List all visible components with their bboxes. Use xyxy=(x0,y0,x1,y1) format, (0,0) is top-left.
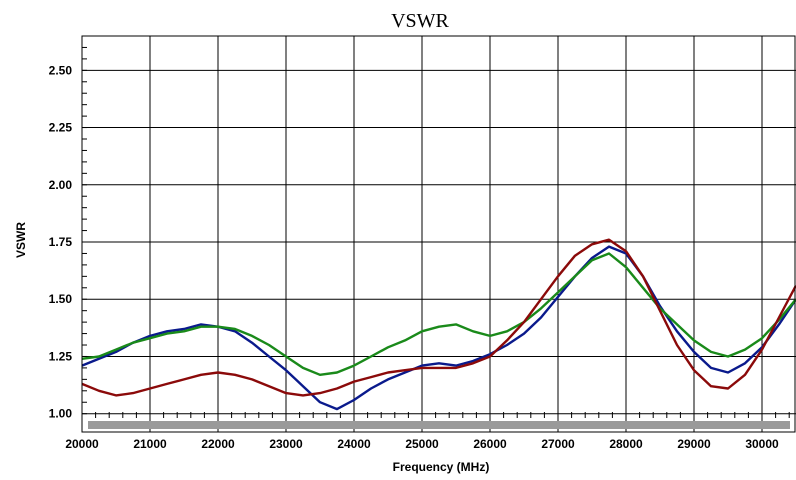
scrollbar-track[interactable] xyxy=(88,421,790,429)
series-line-1 xyxy=(81,245,796,411)
y-tick-label: 2.25 xyxy=(49,121,73,135)
y-tick-label: 1.25 xyxy=(49,349,73,363)
x-tick-label: 24000 xyxy=(337,437,371,451)
x-tick-label: 23000 xyxy=(269,437,303,451)
y-tick-label: 2.50 xyxy=(49,63,73,77)
series-line-2 xyxy=(81,252,796,376)
x-tick-label: 30000 xyxy=(745,437,779,451)
x-axis-label: Frequency (MHz) xyxy=(393,460,490,474)
series-line-3 xyxy=(81,238,796,397)
x-tick-label: 25000 xyxy=(405,437,439,451)
y-tick-label: 1.50 xyxy=(49,292,73,306)
x-tick-label: 22000 xyxy=(201,437,235,451)
x-scrollbar[interactable] xyxy=(88,421,790,429)
x-tick-label: 27000 xyxy=(541,437,575,451)
plot-frame xyxy=(81,35,796,433)
x-tick-label: 21000 xyxy=(133,437,167,451)
y-tick-label: 1.75 xyxy=(49,235,73,249)
series-layer xyxy=(81,238,796,411)
chart-title: VSWR xyxy=(391,10,449,32)
y-axis-label: VSWR xyxy=(14,222,28,258)
y-tick-label: 1.00 xyxy=(49,407,73,421)
minor-ticks xyxy=(81,46,790,418)
x-tick-label: 20000 xyxy=(65,437,99,451)
x-tick-label: 28000 xyxy=(609,437,643,451)
x-tick-label: 26000 xyxy=(473,437,507,451)
x-tick-label: 29000 xyxy=(677,437,711,451)
tick-labels: 20000 21000 22000 23000 24000 25000 26000 27000… xyxy=(49,63,779,451)
grid-layer xyxy=(81,36,796,432)
y-tick-label: 2.00 xyxy=(49,178,73,192)
